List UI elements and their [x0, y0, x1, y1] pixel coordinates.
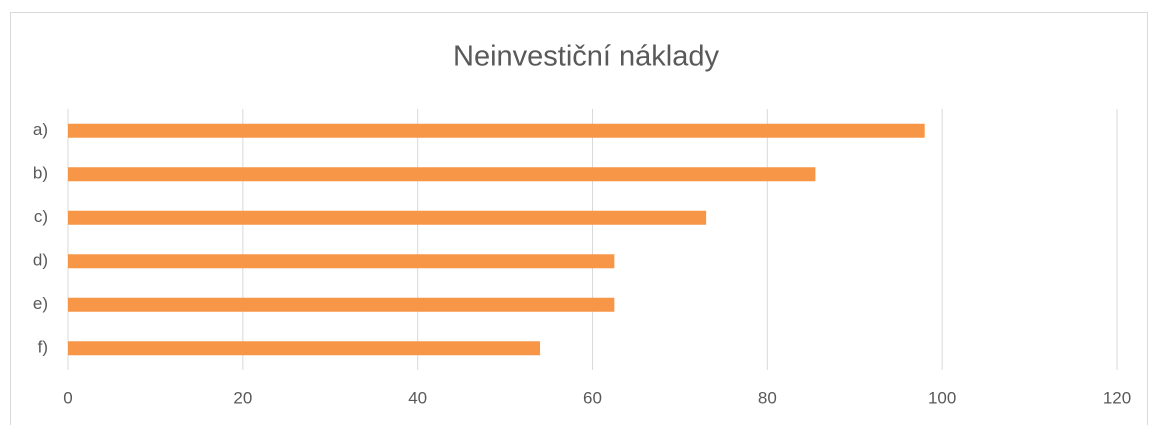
x-tick-label: 80: [758, 388, 777, 407]
bar: [68, 167, 816, 182]
x-tick-label: 100: [928, 388, 956, 407]
bar: [68, 210, 707, 225]
bar: [68, 123, 925, 138]
bar: [68, 254, 615, 269]
x-tick-label: 0: [63, 388, 72, 407]
y-tick-label: c): [34, 207, 48, 226]
x-tick-label: 40: [408, 388, 427, 407]
x-tick-label: 20: [233, 388, 252, 407]
y-tick-label: d): [33, 251, 48, 270]
x-tick-label: 60: [583, 388, 602, 407]
x-tick-label: 120: [1103, 388, 1131, 407]
bar: [68, 297, 615, 312]
chart-title: Neinvestiční náklady: [453, 41, 719, 73]
y-tick-label: b): [33, 164, 48, 183]
bar: [68, 341, 541, 356]
y-tick-label: a): [33, 120, 48, 139]
y-tick-label: e): [33, 294, 48, 313]
y-tick-label: f): [38, 338, 48, 357]
